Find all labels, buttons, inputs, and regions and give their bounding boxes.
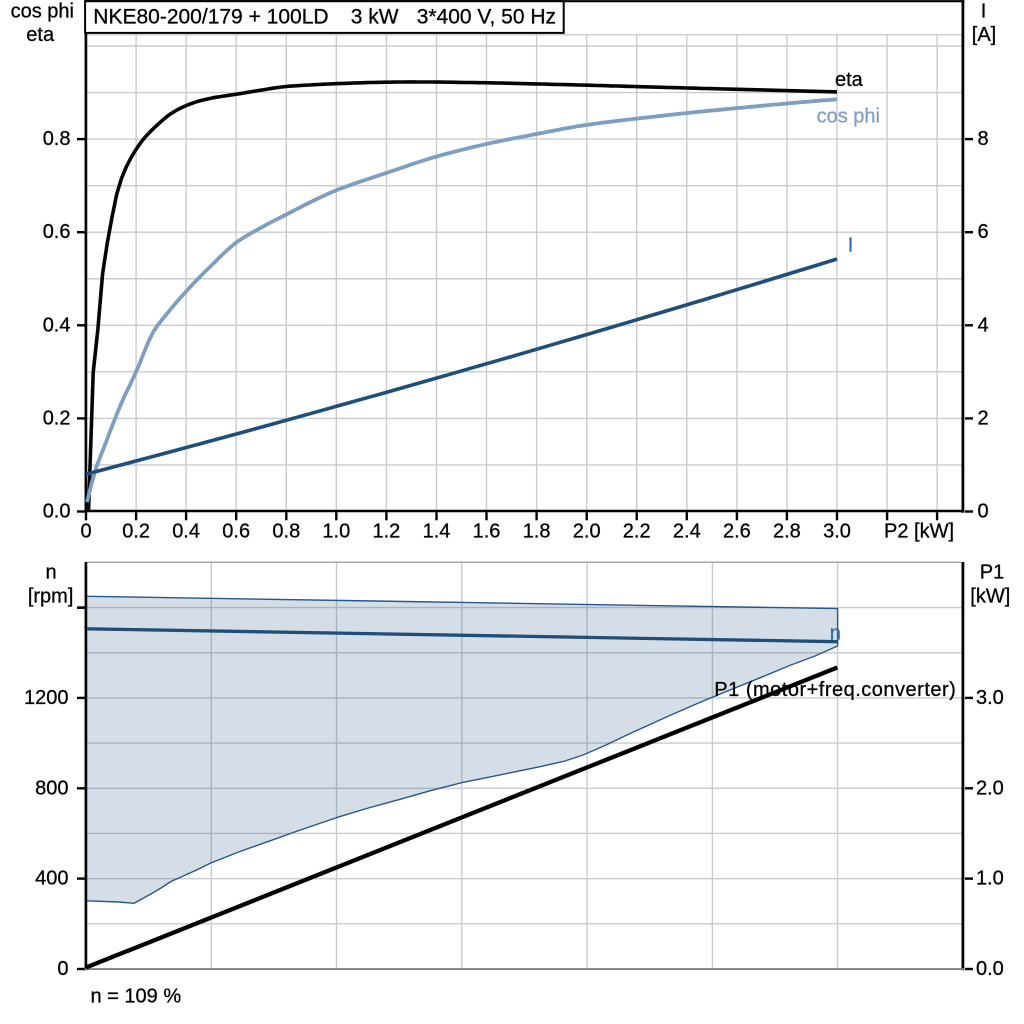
svg-text:n: n	[45, 562, 56, 584]
svg-text:n: n	[830, 623, 841, 645]
svg-text:1.2: 1.2	[372, 520, 400, 542]
svg-text:0.2: 0.2	[122, 520, 150, 542]
svg-text:2: 2	[978, 407, 989, 429]
svg-text:0.6: 0.6	[222, 520, 250, 542]
svg-text:0.4: 0.4	[43, 314, 71, 336]
svg-text:[A]: [A]	[972, 24, 996, 46]
svg-text:eta: eta	[835, 69, 864, 91]
svg-text:0: 0	[80, 520, 91, 542]
svg-text:3.0: 3.0	[976, 687, 1004, 709]
svg-text:2.4: 2.4	[673, 520, 701, 542]
svg-text:1.0: 1.0	[322, 520, 350, 542]
svg-text:P1: P1	[980, 562, 1004, 584]
svg-text:4: 4	[978, 314, 989, 336]
svg-text:P2 [kW]: P2 [kW]	[884, 520, 954, 542]
svg-text:3.0: 3.0	[823, 520, 851, 542]
svg-text:I: I	[981, 1, 987, 23]
svg-text:0.4: 0.4	[172, 520, 200, 542]
svg-text:I: I	[848, 235, 854, 257]
svg-text:cos phi: cos phi	[11, 1, 74, 23]
svg-text:1.0: 1.0	[976, 868, 1004, 890]
svg-text:6: 6	[978, 221, 989, 243]
svg-text:800: 800	[35, 777, 68, 799]
svg-text:1.8: 1.8	[523, 520, 551, 542]
svg-text:2.0: 2.0	[573, 520, 601, 542]
svg-text:0.2: 0.2	[43, 407, 71, 429]
svg-text:2.2: 2.2	[623, 520, 651, 542]
svg-text:eta: eta	[26, 24, 55, 46]
svg-text:400: 400	[35, 868, 68, 890]
svg-text:0.8: 0.8	[272, 520, 300, 542]
svg-text:0: 0	[978, 501, 989, 523]
svg-text:2.6: 2.6	[723, 520, 751, 542]
svg-text:2.0: 2.0	[976, 777, 1004, 799]
svg-text:[rpm]: [rpm]	[28, 586, 74, 608]
svg-text:8: 8	[978, 128, 989, 150]
svg-text:0.0: 0.0	[43, 501, 71, 523]
svg-text:n = 109 %: n = 109 %	[91, 986, 182, 1008]
svg-text:0.0: 0.0	[976, 958, 1004, 980]
svg-text:[kW]: [kW]	[970, 586, 1010, 608]
svg-text:0.8: 0.8	[43, 128, 71, 150]
svg-text:0: 0	[57, 958, 68, 980]
svg-text:2.8: 2.8	[773, 520, 801, 542]
svg-text:cos phi: cos phi	[817, 105, 880, 127]
svg-text:P1 (motor+freq.converter): P1 (motor+freq.converter)	[714, 679, 956, 701]
svg-text:1200: 1200	[24, 687, 69, 709]
svg-text:1.4: 1.4	[423, 520, 451, 542]
svg-text:0.6: 0.6	[43, 221, 71, 243]
svg-text:1.6: 1.6	[473, 520, 501, 542]
